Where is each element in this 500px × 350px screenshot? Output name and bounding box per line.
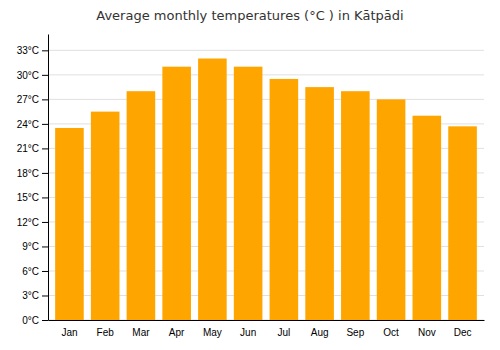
y-tick: 15°C — [17, 192, 48, 203]
y-tick: 6°C — [22, 266, 48, 277]
grid-line — [48, 74, 484, 75]
x-tick: Jun — [240, 327, 256, 338]
chart: Average monthly temperatures (°C ) in Kā… — [0, 0, 500, 350]
x-tick-label: Jan — [61, 327, 77, 338]
bar — [198, 59, 227, 320]
x-tick-label: Jun — [240, 327, 256, 338]
bar — [341, 91, 370, 320]
y-tick-mark — [42, 148, 48, 149]
bar — [91, 112, 120, 320]
x-axis: Jan Feb Mar Apr May Jun Jul Aug Sep Oct Nov Dec — [49, 321, 485, 339]
y-tick: 24°C — [17, 119, 48, 130]
x-tick: Mar — [132, 327, 150, 338]
grid — [48, 50, 484, 320]
bar — [448, 126, 477, 320]
y-tick: 18°C — [17, 168, 48, 179]
x-tick: May — [203, 327, 222, 338]
x-tick: Jul — [277, 327, 290, 338]
title: Average monthly temperatures (°C ) in Kā… — [96, 8, 403, 23]
x-tick-label: May — [203, 327, 222, 338]
y-tick: 21°C — [17, 143, 48, 154]
bar — [413, 116, 442, 320]
bar — [377, 99, 406, 320]
x-tick-label: Nov — [418, 327, 436, 338]
bar — [127, 91, 156, 320]
y-tick: 30°C — [17, 70, 48, 81]
y-axis-line — [48, 35, 49, 321]
y-tick: 3°C — [22, 290, 48, 301]
grid-line — [48, 50, 484, 51]
x-tick-label: Mar — [132, 327, 150, 338]
y-tick-label: 0°C — [22, 315, 39, 326]
y-tick-mark — [42, 75, 48, 76]
x-tick-label: Dec — [454, 327, 472, 338]
y-axis: 0°C 3°C 6°C 9°C 12°C 15°C 18°C 21°C 24°C 27°C 30°C… — [17, 35, 49, 326]
bar — [270, 79, 299, 320]
grid-line — [48, 99, 484, 100]
x-tick: Apr — [169, 327, 185, 338]
bar — [305, 87, 334, 320]
x-tick: Dec — [454, 327, 472, 338]
y-tick-mark — [42, 197, 48, 198]
bar — [55, 128, 84, 320]
y-tick-label: 12°C — [17, 217, 39, 228]
y-tick-label: 24°C — [17, 119, 39, 130]
y-tick-label: 30°C — [17, 70, 39, 81]
y-tick-mark — [42, 99, 48, 100]
y-tick: 33°C — [17, 45, 48, 56]
y-tick: 9°C — [22, 241, 48, 252]
plot: 0°C 3°C 6°C 9°C 12°C 15°C 18°C 21°C 24°C 27°C 30°C… — [17, 35, 485, 339]
y-tick: 0°C — [22, 315, 48, 326]
y-tick-label: 18°C — [17, 168, 39, 179]
y-tick-label: 9°C — [22, 241, 39, 252]
x-tick-label: Aug — [311, 327, 329, 338]
x-tick: Oct — [383, 327, 399, 338]
bar — [234, 67, 263, 320]
x-axis-line — [49, 320, 485, 321]
y-tick-label: 27°C — [17, 94, 39, 105]
y-tick-label: 15°C — [17, 192, 39, 203]
x-tick: Nov — [418, 327, 436, 338]
x-tick-label: Apr — [169, 327, 185, 338]
bar — [162, 67, 191, 320]
y-tick-label: 21°C — [17, 143, 39, 154]
y-tick-label: 3°C — [22, 290, 39, 301]
x-tick: Aug — [311, 327, 329, 338]
bars — [55, 59, 477, 320]
y-tick-label: 6°C — [22, 266, 39, 277]
x-tick: Feb — [97, 327, 115, 338]
x-tick-label: Sep — [346, 327, 364, 338]
y-tick-mark — [42, 173, 48, 174]
y-tick-mark — [42, 222, 48, 223]
y-tick-mark — [42, 50, 48, 51]
y-tick-mark — [42, 124, 48, 125]
y-tick: 27°C — [17, 94, 48, 105]
x-tick: Sep — [346, 327, 364, 338]
y-tick-mark — [42, 295, 48, 296]
x-tick-label: Jul — [277, 327, 290, 338]
y-tick-label: 33°C — [17, 45, 39, 56]
x-tick-label: Feb — [97, 327, 115, 338]
x-tick-label: Oct — [383, 327, 399, 338]
y-tick-mark — [42, 320, 48, 321]
x-tick: Jan — [61, 327, 77, 338]
y-tick-mark — [42, 246, 48, 247]
y-tick-mark — [42, 271, 48, 272]
y-tick: 12°C — [17, 217, 48, 228]
